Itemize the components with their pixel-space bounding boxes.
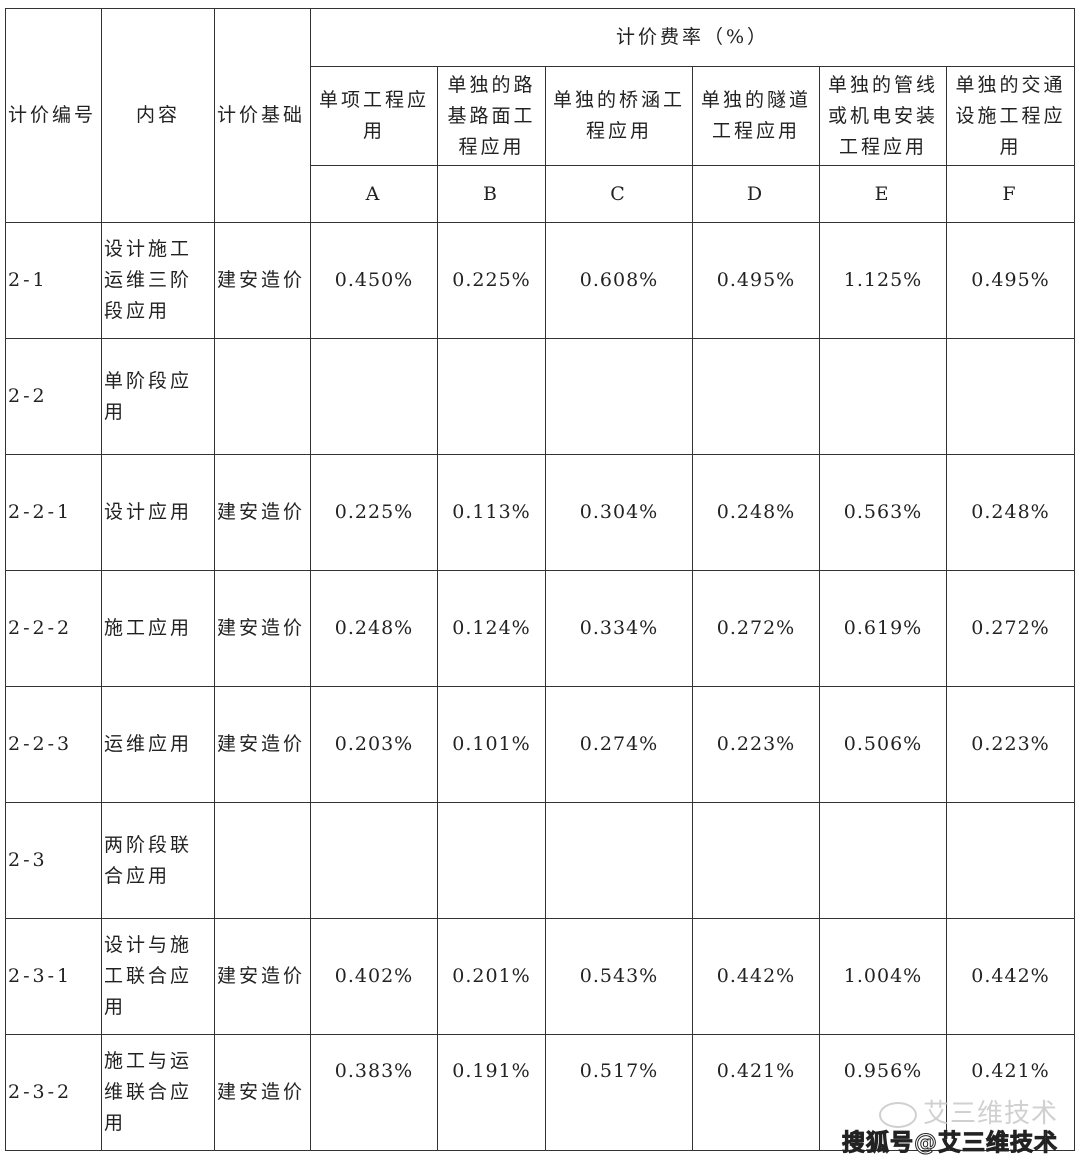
header-column-letter: E xyxy=(819,165,947,223)
table-row: 2-1 设计施工运维三阶段应用 建安造价 0.450% 0.225% 0.608% 0.49… xyxy=(5,222,1075,339)
table-row: 2-3-2 施工与运维联合应用 建安造价 0.383% 0.191% 0.517% 0.42… xyxy=(5,1034,1075,1151)
header-column-letter: F xyxy=(946,165,1075,223)
rate-cell: 0.225% xyxy=(310,454,438,571)
row-code: 2-3-2 xyxy=(5,1034,102,1151)
row-code: 2-2-1 xyxy=(5,454,102,571)
rate-cell: 0.272% xyxy=(692,570,820,687)
rate-cell: 0.304% xyxy=(545,454,693,571)
header-column-letter: B xyxy=(437,165,546,223)
header-column-label: 单独的桥涵工程应用 xyxy=(545,66,693,166)
row-code: 2-2 xyxy=(5,338,102,455)
rate-cell xyxy=(545,802,693,919)
rate-cell xyxy=(692,338,820,455)
row-code: 2-2-2 xyxy=(5,570,102,687)
header-column-letter: D xyxy=(692,165,820,223)
rate-cell: 0.334% xyxy=(545,570,693,687)
table-row: 2-2 单阶段应用 xyxy=(5,338,1075,455)
header-column-letter: C xyxy=(545,165,693,223)
rate-cell: 0.421% xyxy=(692,1034,820,1151)
rate-cell: 0.203% xyxy=(310,686,438,803)
rate-cell xyxy=(437,338,546,455)
rate-cell xyxy=(819,802,947,919)
row-code: 2-1 xyxy=(5,222,102,339)
rate-cell: 0.248% xyxy=(310,570,438,687)
rate-cell: 0.101% xyxy=(437,686,546,803)
row-content: 施工与运维联合应用 xyxy=(101,1034,215,1151)
rate-cell: 0.608% xyxy=(545,222,693,339)
rate-cell: 0.223% xyxy=(692,686,820,803)
row-content: 运维应用 xyxy=(101,686,215,803)
rate-cell: 0.124% xyxy=(437,570,546,687)
row-content: 设计与施工联合应用 xyxy=(101,918,215,1035)
row-content: 设计施工运维三阶段应用 xyxy=(101,222,215,339)
rate-cell: 0.201% xyxy=(437,918,546,1035)
row-basis: 建安造价 xyxy=(214,686,311,803)
table-row: 2-2-1 设计应用 建安造价 0.225% 0.113% 0.304% 0.248% 0.5… xyxy=(5,454,1075,571)
rate-cell: 0.619% xyxy=(819,570,947,687)
rate-cell: 0.563% xyxy=(819,454,947,571)
rate-cell xyxy=(692,802,820,919)
rate-cell: 0.272% xyxy=(946,570,1075,687)
row-code: 2-3-1 xyxy=(5,918,102,1035)
rate-cell: 0.506% xyxy=(819,686,947,803)
rate-cell: 0.113% xyxy=(437,454,546,571)
header-content: 内容 xyxy=(101,8,215,223)
rate-cell: 0.248% xyxy=(692,454,820,571)
table-row: 2-3 两阶段联合应用 xyxy=(5,802,1075,919)
header-column-label: 单独的路基路面工程应用 xyxy=(437,66,546,166)
rate-cell: 1.004% xyxy=(819,918,947,1035)
rate-cell xyxy=(946,338,1075,455)
row-content: 两阶段联合应用 xyxy=(101,802,215,919)
row-basis xyxy=(214,802,311,919)
header-column-label: 单独的隧道工程应用 xyxy=(692,66,820,166)
header-column-label: 单独的交通设施工程应用 xyxy=(946,66,1075,166)
rate-cell xyxy=(545,338,693,455)
row-basis: 建安造价 xyxy=(214,1034,311,1151)
row-code: 2-2-3 xyxy=(5,686,102,803)
rate-table: 计价编号 内容 计价基础 计价费率（%） 单项工程应用 单独的路基路面工程应用 单独… xyxy=(5,8,1075,1151)
header-code: 计价编号 xyxy=(5,8,102,223)
rate-cell xyxy=(437,802,546,919)
rate-cell: 0.223% xyxy=(946,686,1075,803)
rate-cell: 0.442% xyxy=(946,918,1075,1035)
rate-cell xyxy=(310,802,438,919)
header-rate-group: 计价费率（%） xyxy=(310,8,1075,67)
rate-cell: 0.543% xyxy=(545,918,693,1035)
rate-cell: 1.125% xyxy=(819,222,947,339)
rate-cell xyxy=(310,338,438,455)
table-row: 2-2-2 施工应用 建安造价 0.248% 0.124% 0.334% 0.272% 0.6… xyxy=(5,570,1075,687)
row-basis: 建安造价 xyxy=(214,918,311,1035)
rate-cell: 0.383% xyxy=(310,1034,438,1151)
rate-cell: 0.225% xyxy=(437,222,546,339)
row-content: 设计应用 xyxy=(101,454,215,571)
rate-cell: 0.517% xyxy=(545,1034,693,1151)
rate-cell: 0.495% xyxy=(946,222,1075,339)
rate-cell: 0.274% xyxy=(545,686,693,803)
row-content: 施工应用 xyxy=(101,570,215,687)
rate-cell: 0.191% xyxy=(437,1034,546,1151)
header-column-label: 单项工程应用 xyxy=(310,66,438,166)
table-row: 2-2-3 运维应用 建安造价 0.203% 0.101% 0.274% 0.223% 0.5… xyxy=(5,686,1075,803)
header-column-letter: A xyxy=(310,165,438,223)
row-basis: 建安造价 xyxy=(214,570,311,687)
rate-cell: 0.402% xyxy=(310,918,438,1035)
row-basis: 建安造价 xyxy=(214,454,311,571)
rate-cell xyxy=(819,338,947,455)
row-basis xyxy=(214,338,311,455)
rate-cell: 0.450% xyxy=(310,222,438,339)
row-content: 单阶段应用 xyxy=(101,338,215,455)
rate-cell: 0.421% xyxy=(946,1034,1075,1151)
header-column-label: 单独的管线或机电安装工程应用 xyxy=(819,66,947,166)
table-row: 2-3-1 设计与施工联合应用 建安造价 0.402% 0.201% 0.543% 0.44… xyxy=(5,918,1075,1035)
rate-cell: 0.442% xyxy=(692,918,820,1035)
rate-cell xyxy=(946,802,1075,919)
header-basis: 计价基础 xyxy=(214,8,311,223)
row-code: 2-3 xyxy=(5,802,102,919)
row-basis: 建安造价 xyxy=(214,222,311,339)
rate-cell: 0.495% xyxy=(692,222,820,339)
rate-cell: 0.956% xyxy=(819,1034,947,1151)
rate-cell: 0.248% xyxy=(946,454,1075,571)
